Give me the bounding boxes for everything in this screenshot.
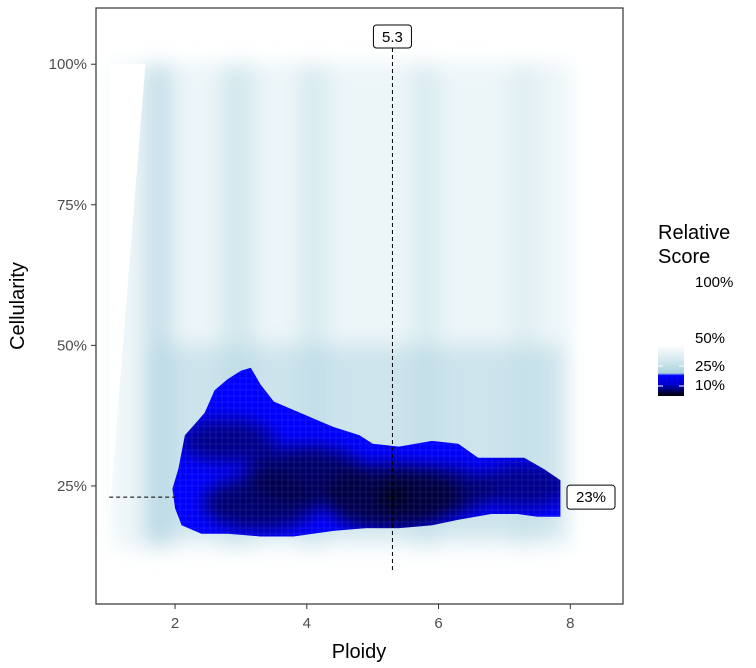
left-edge-taper <box>109 64 146 548</box>
cellularity-label-text: 23% <box>576 489 606 506</box>
legend-label-10: 10% <box>695 377 725 394</box>
x-tick-label-6: 6 <box>434 615 442 632</box>
ploidy-label-text: 5.3 <box>382 29 403 46</box>
x-tick-label-2: 2 <box>171 615 179 632</box>
annotation-layer: 5.3 23% <box>109 24 616 572</box>
legend: Relative Score 100% 50% 25% 10% <box>658 222 733 396</box>
legend-title-line-1: Relative <box>658 222 730 244</box>
plot-panel: 5.3 23% <box>95 7 624 605</box>
legend-label-25: 25% <box>695 358 725 375</box>
y-axis-title: Cellularity <box>7 262 29 350</box>
x-axis: 2 4 6 8 <box>171 604 574 632</box>
legend-label-50: 50% <box>695 330 725 347</box>
cellularity-label: 23% <box>566 484 616 510</box>
y-axis: 25% 50% 75% 100% <box>49 56 96 495</box>
x-axis-title: Ploidy <box>332 641 386 663</box>
y-tick-label-100: 100% <box>49 56 87 73</box>
ploidy-label-box <box>372 24 412 49</box>
cellularity-label-box <box>566 484 616 510</box>
x-tick-label-4: 4 <box>303 615 311 632</box>
y-tick-label-75: 75% <box>57 197 87 214</box>
y-tick-label-50: 50% <box>57 337 87 354</box>
heatmap-layer <box>109 64 571 548</box>
ploidy-label: 5.3 <box>372 24 412 49</box>
legend-colorbar <box>658 282 684 396</box>
legend-ticks <box>658 281 684 387</box>
legend-label-100: 100% <box>695 274 733 291</box>
panel-border <box>95 7 624 605</box>
y-tick-label-25: 25% <box>57 478 87 495</box>
legend-title-line-2: Score <box>658 246 710 268</box>
x-tick-label-8: 8 <box>566 615 574 632</box>
